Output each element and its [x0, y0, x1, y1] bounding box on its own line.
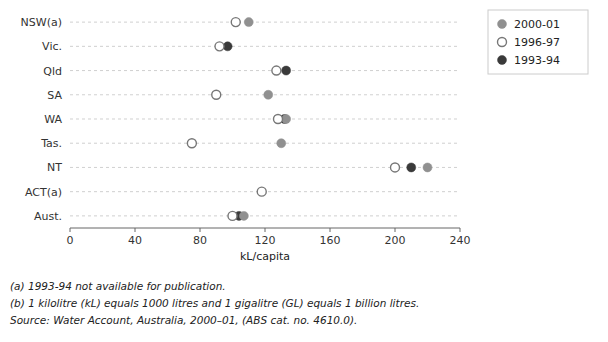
dot — [274, 115, 283, 124]
x-tick — [135, 228, 136, 232]
x-tick-label: 40 — [128, 234, 142, 247]
footnote: (b) 1 kilolitre (kL) equals 1000 litres … — [10, 297, 419, 309]
category-label: Qld — [43, 65, 62, 78]
legend-label: 1996-97 — [514, 36, 560, 49]
x-tick — [265, 228, 266, 232]
dot — [231, 18, 240, 27]
dot — [228, 211, 237, 220]
x-tick-label: 200 — [385, 234, 406, 247]
dot — [277, 139, 286, 148]
legend-frame — [488, 10, 588, 74]
x-tick-label: 160 — [320, 234, 341, 247]
x-tick — [395, 228, 396, 232]
x-tick-label: 240 — [450, 234, 471, 247]
legend-marker — [498, 38, 507, 47]
category-label: NT — [47, 161, 62, 174]
x-tick — [330, 228, 331, 232]
grid-line — [70, 119, 460, 120]
category-label: Aust. — [34, 210, 62, 223]
dot — [239, 211, 248, 220]
dot — [282, 66, 291, 75]
dot — [187, 139, 196, 148]
grid-line — [70, 46, 460, 47]
legend-marker — [498, 56, 507, 65]
dot — [407, 163, 416, 172]
legend-label: 2000-01 — [514, 18, 560, 31]
dot — [212, 90, 221, 99]
chart: NSW(a) Vic. Qld SA WA Tas. NT ACT(a) Aust. 0 40 80 1… — [0, 0, 608, 342]
x-tick — [200, 228, 201, 232]
dot — [423, 163, 432, 172]
x-tick-label: 120 — [255, 234, 276, 247]
dot — [215, 42, 224, 51]
x-tick-label: 80 — [193, 234, 207, 247]
x-tick — [460, 228, 461, 232]
marks — [187, 18, 432, 221]
x-axis-label: kL/capita — [240, 250, 290, 263]
category-label: Tas. — [40, 137, 62, 150]
dot — [391, 163, 400, 172]
grid-line — [70, 215, 460, 216]
dot — [264, 90, 273, 99]
dot — [257, 187, 266, 196]
legend: 2000-01 1996-97 1993-94 — [488, 10, 588, 74]
category-label: ACT(a) — [25, 186, 62, 199]
dot — [244, 18, 253, 27]
footnote: (a) 1993-94 not available for publicatio… — [10, 280, 226, 292]
grid-line — [70, 70, 460, 71]
dot — [272, 66, 281, 75]
x-tick-label: 0 — [67, 234, 74, 247]
grid-line — [70, 22, 460, 23]
category-label: NSW(a) — [21, 16, 62, 29]
category-label: WA — [44, 113, 62, 126]
grid-line — [70, 143, 460, 144]
x-tick — [70, 228, 71, 232]
legend-marker — [498, 20, 507, 29]
footnote: Source: Water Account, Australia, 2000–0… — [10, 314, 357, 326]
category-label: Vic. — [42, 40, 62, 53]
grid-line — [70, 167, 460, 168]
legend-label: 1993-94 — [514, 54, 560, 67]
category-label: SA — [47, 89, 62, 102]
